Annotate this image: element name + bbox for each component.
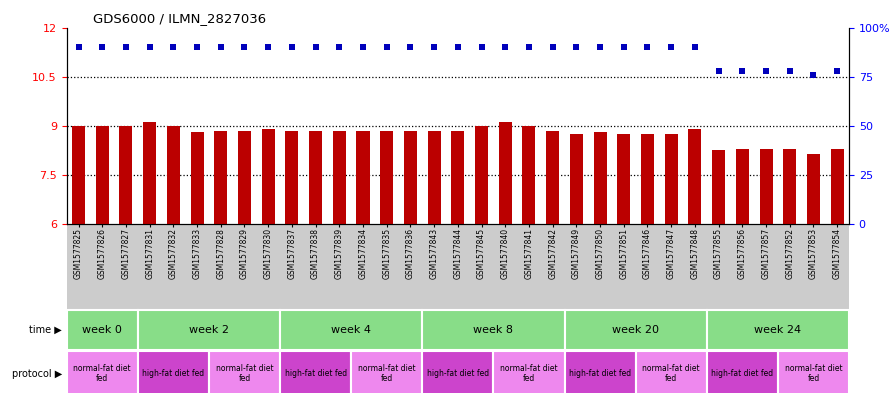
Point (498, 44, 512, 50)
Point (593, 44, 607, 50)
Bar (617, 134, 630, 224)
Point (356, 44, 370, 50)
Bar (641, 134, 654, 224)
Bar (759, 149, 773, 224)
Point (71, 44, 85, 50)
Point (404, 44, 418, 50)
Point (688, 44, 702, 50)
Bar (712, 151, 725, 224)
Bar (570, 134, 583, 224)
Bar (736, 149, 749, 224)
Bar (830, 149, 844, 224)
Bar (72, 126, 85, 224)
Bar (285, 131, 299, 224)
Point (308, 44, 323, 50)
Text: high-fat diet fed: high-fat diet fed (711, 369, 773, 378)
Bar (688, 129, 701, 224)
Point (119, 44, 133, 50)
Text: time ▶: time ▶ (29, 325, 62, 335)
Text: week 0: week 0 (83, 325, 122, 335)
Text: normal-fat diet
fed: normal-fat diet fed (74, 364, 131, 383)
Bar (594, 132, 606, 224)
Bar (428, 131, 441, 224)
Point (711, 68, 725, 74)
Text: protocol ▶: protocol ▶ (12, 369, 62, 378)
Text: normal-fat diet
fed: normal-fat diet fed (216, 364, 273, 383)
Text: week 2: week 2 (189, 325, 228, 335)
Point (830, 68, 845, 74)
Point (237, 44, 252, 50)
Point (284, 44, 299, 50)
Point (332, 44, 347, 50)
Bar (214, 131, 228, 224)
Point (190, 44, 204, 50)
Bar (96, 126, 108, 224)
Bar (499, 123, 512, 224)
Bar (523, 126, 535, 224)
Bar (167, 126, 180, 224)
Point (806, 72, 821, 78)
Point (142, 44, 156, 50)
Text: high-fat diet fed: high-fat diet fed (427, 369, 489, 378)
Bar (475, 126, 488, 224)
Text: normal-fat diet
fed: normal-fat diet fed (785, 364, 842, 383)
Bar (783, 149, 797, 224)
Point (451, 44, 465, 50)
Text: normal-fat diet
fed: normal-fat diet fed (643, 364, 700, 383)
Point (213, 44, 228, 50)
Bar (119, 126, 132, 224)
Point (427, 44, 441, 50)
Bar (332, 131, 346, 224)
Text: week 20: week 20 (613, 325, 659, 335)
Text: high-fat diet fed: high-fat diet fed (569, 369, 631, 378)
Bar (404, 131, 417, 224)
Text: high-fat diet fed: high-fat diet fed (142, 369, 204, 378)
Point (95, 44, 109, 50)
Point (475, 44, 489, 50)
Point (569, 44, 583, 50)
Bar (546, 131, 559, 224)
Bar (309, 131, 322, 224)
Bar (665, 134, 677, 224)
Bar (238, 131, 251, 224)
Point (664, 44, 678, 50)
Text: week 24: week 24 (754, 325, 802, 335)
Text: normal-fat diet
fed: normal-fat diet fed (358, 364, 415, 383)
Point (166, 44, 180, 50)
Point (617, 44, 631, 50)
Bar (261, 129, 275, 224)
Bar (452, 131, 464, 224)
Point (522, 44, 536, 50)
Bar (807, 154, 820, 224)
Text: GDS6000 / ILMN_2827036: GDS6000 / ILMN_2827036 (93, 12, 267, 25)
Text: week 4: week 4 (332, 325, 371, 335)
Bar (356, 131, 370, 224)
Text: normal-fat diet
fed: normal-fat diet fed (501, 364, 557, 383)
Bar (143, 123, 156, 224)
Bar (190, 132, 204, 224)
Bar (380, 131, 393, 224)
Point (546, 44, 560, 50)
Point (735, 68, 749, 74)
Text: high-fat diet fed: high-fat diet fed (284, 369, 347, 378)
Point (261, 44, 276, 50)
Text: week 8: week 8 (474, 325, 513, 335)
Point (380, 44, 394, 50)
Point (759, 68, 773, 74)
Point (640, 44, 654, 50)
Point (782, 68, 797, 74)
